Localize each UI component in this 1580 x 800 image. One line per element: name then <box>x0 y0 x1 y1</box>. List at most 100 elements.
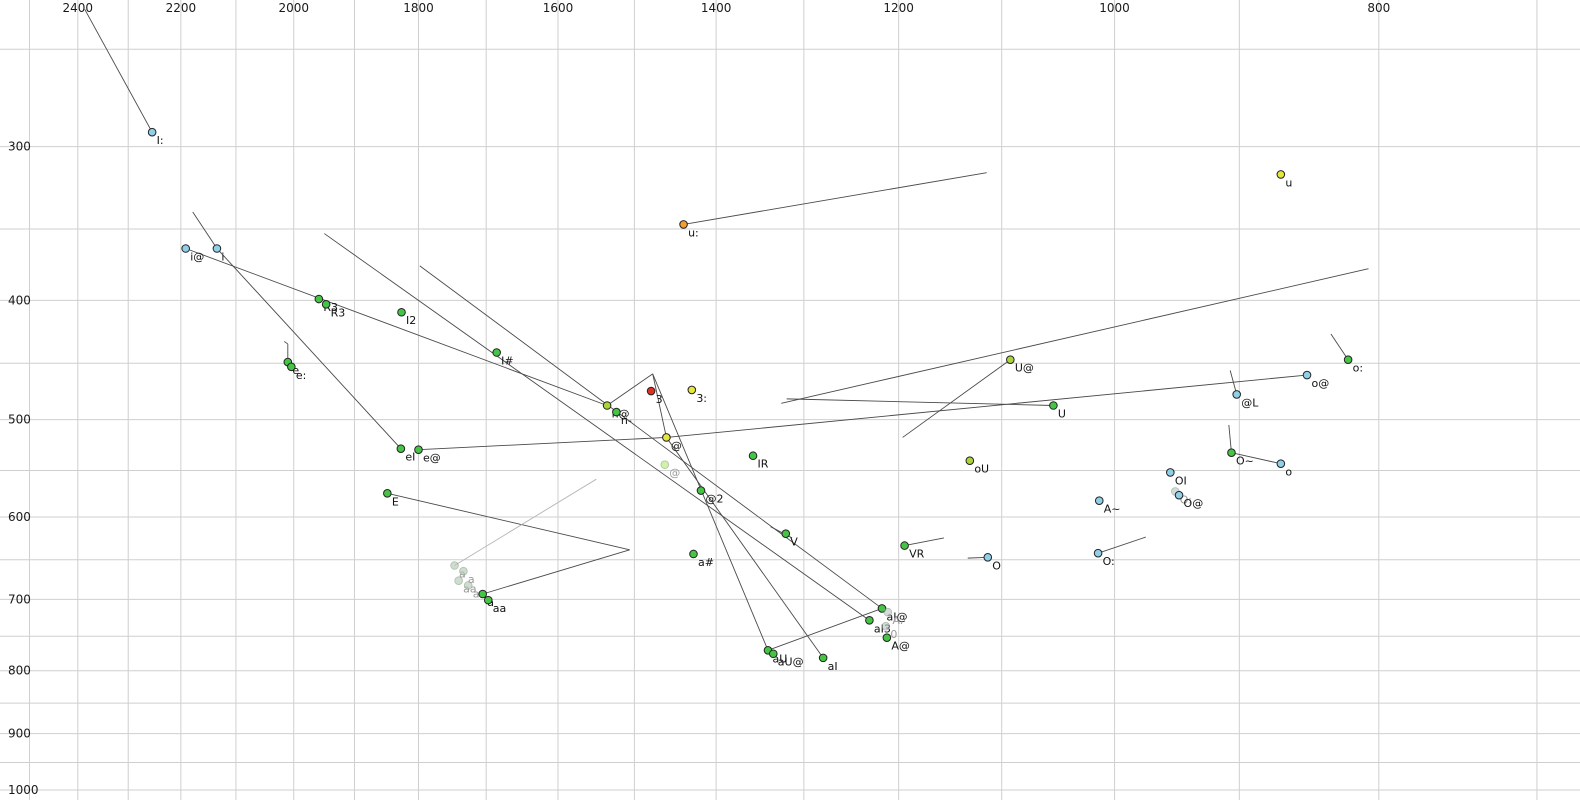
data-point <box>1049 401 1058 410</box>
point-label: U@ <box>1015 362 1034 375</box>
point-label: 3: <box>696 392 707 405</box>
point-label: O@ <box>1184 497 1204 510</box>
data-point <box>689 549 698 559</box>
data-point <box>459 566 468 576</box>
data-point <box>181 244 191 253</box>
point-label: a <box>468 573 475 586</box>
data-point <box>883 607 893 617</box>
data-point <box>1276 459 1286 468</box>
point-label: oU <box>974 463 989 476</box>
point-label: 3 <box>656 393 663 406</box>
connector-line <box>418 436 667 451</box>
y-axis-tick-label: 300 <box>8 140 31 154</box>
point-label: e@ <box>423 452 441 465</box>
point-label: @L <box>1241 396 1259 409</box>
data-point <box>287 362 296 372</box>
point-label: aa <box>493 602 506 615</box>
connector-line <box>185 248 608 406</box>
data-point <box>1302 370 1312 380</box>
data-point <box>865 616 874 625</box>
y-axis-tick-label: 400 <box>8 293 31 307</box>
data-point <box>1343 355 1353 365</box>
x-axis-tick-label: 2000 <box>278 1 309 15</box>
point-label: R3 <box>331 306 346 319</box>
connector-line <box>387 492 630 551</box>
data-point <box>212 244 222 253</box>
connector-line <box>419 265 883 609</box>
y-axis-tick-label: 800 <box>8 664 31 678</box>
data-point <box>687 385 697 395</box>
x-axis-tick-label: 2200 <box>166 1 197 15</box>
connector-line <box>767 608 883 651</box>
y-axis-tick-label: 1000 <box>8 783 39 797</box>
connector-line <box>192 211 218 249</box>
connector-line <box>1228 424 1232 453</box>
connector-line <box>606 373 653 406</box>
point-label: 0 <box>890 628 897 641</box>
point-label: e <box>292 364 299 377</box>
x-axis-tick-label: 1200 <box>883 1 914 15</box>
data-point <box>414 445 423 455</box>
point-label: I# <box>501 354 513 367</box>
connector-line <box>904 537 944 547</box>
data-point <box>1006 355 1015 365</box>
point-label: e: <box>296 369 306 382</box>
connector-line <box>84 9 153 133</box>
point-label: IR <box>758 458 769 471</box>
point-label: U <box>1058 408 1066 421</box>
data-point <box>748 451 758 461</box>
data-point <box>768 649 778 659</box>
point-label: o: <box>1353 362 1363 375</box>
connector-line <box>666 374 1308 438</box>
connector-line <box>284 341 289 345</box>
data-point <box>660 460 670 469</box>
data-point <box>818 653 828 663</box>
data-point <box>1174 490 1184 500</box>
data-point <box>679 220 688 229</box>
data-point <box>396 444 406 453</box>
connector-line <box>786 398 1054 406</box>
point-label: E <box>392 495 399 508</box>
connector-line <box>652 373 667 438</box>
data-point <box>314 294 324 304</box>
x-axis-tick-label: 1000 <box>1099 1 1130 15</box>
connector-line <box>666 437 824 659</box>
point-label: u: <box>688 226 699 239</box>
y-axis-tick-label: 600 <box>8 510 31 524</box>
point-label: @2 <box>705 493 723 506</box>
point-label: A: <box>892 614 903 627</box>
data-point <box>1276 170 1286 179</box>
y-axis-tick-label: 500 <box>8 413 31 427</box>
x-axis-tick-label: 1800 <box>403 1 434 15</box>
point-label: @ <box>669 467 680 480</box>
point-label: aU@ <box>778 656 804 669</box>
point-label: O~ <box>1236 455 1254 468</box>
data-point <box>1094 496 1104 506</box>
connector-line <box>324 233 870 621</box>
point-label: I2 <box>406 314 416 327</box>
point-label: A@ <box>891 640 910 653</box>
connector-line <box>216 248 402 449</box>
point-label: u <box>1285 176 1292 189</box>
point-label: a# <box>698 556 714 569</box>
x-axis-tick-label: 800 <box>1367 1 1390 15</box>
data-point <box>492 348 501 357</box>
connector-line <box>1330 333 1349 360</box>
data-point <box>1227 448 1236 458</box>
x-axis-tick-label: 1600 <box>543 1 574 15</box>
data-point <box>483 595 493 605</box>
data-point <box>662 433 671 442</box>
y-axis-tick-label: 900 <box>8 727 31 741</box>
y-axis-tick-label: 700 <box>8 592 31 606</box>
data-point <box>397 307 406 317</box>
connector-line <box>1097 536 1146 554</box>
point-label: O: <box>1103 555 1115 568</box>
connector-line <box>902 359 1011 438</box>
connector-line <box>683 172 987 225</box>
data-point <box>321 300 331 309</box>
point-label: VR <box>909 548 925 561</box>
x-axis-tick-label: 2400 <box>63 1 94 15</box>
connector-line <box>652 373 769 651</box>
